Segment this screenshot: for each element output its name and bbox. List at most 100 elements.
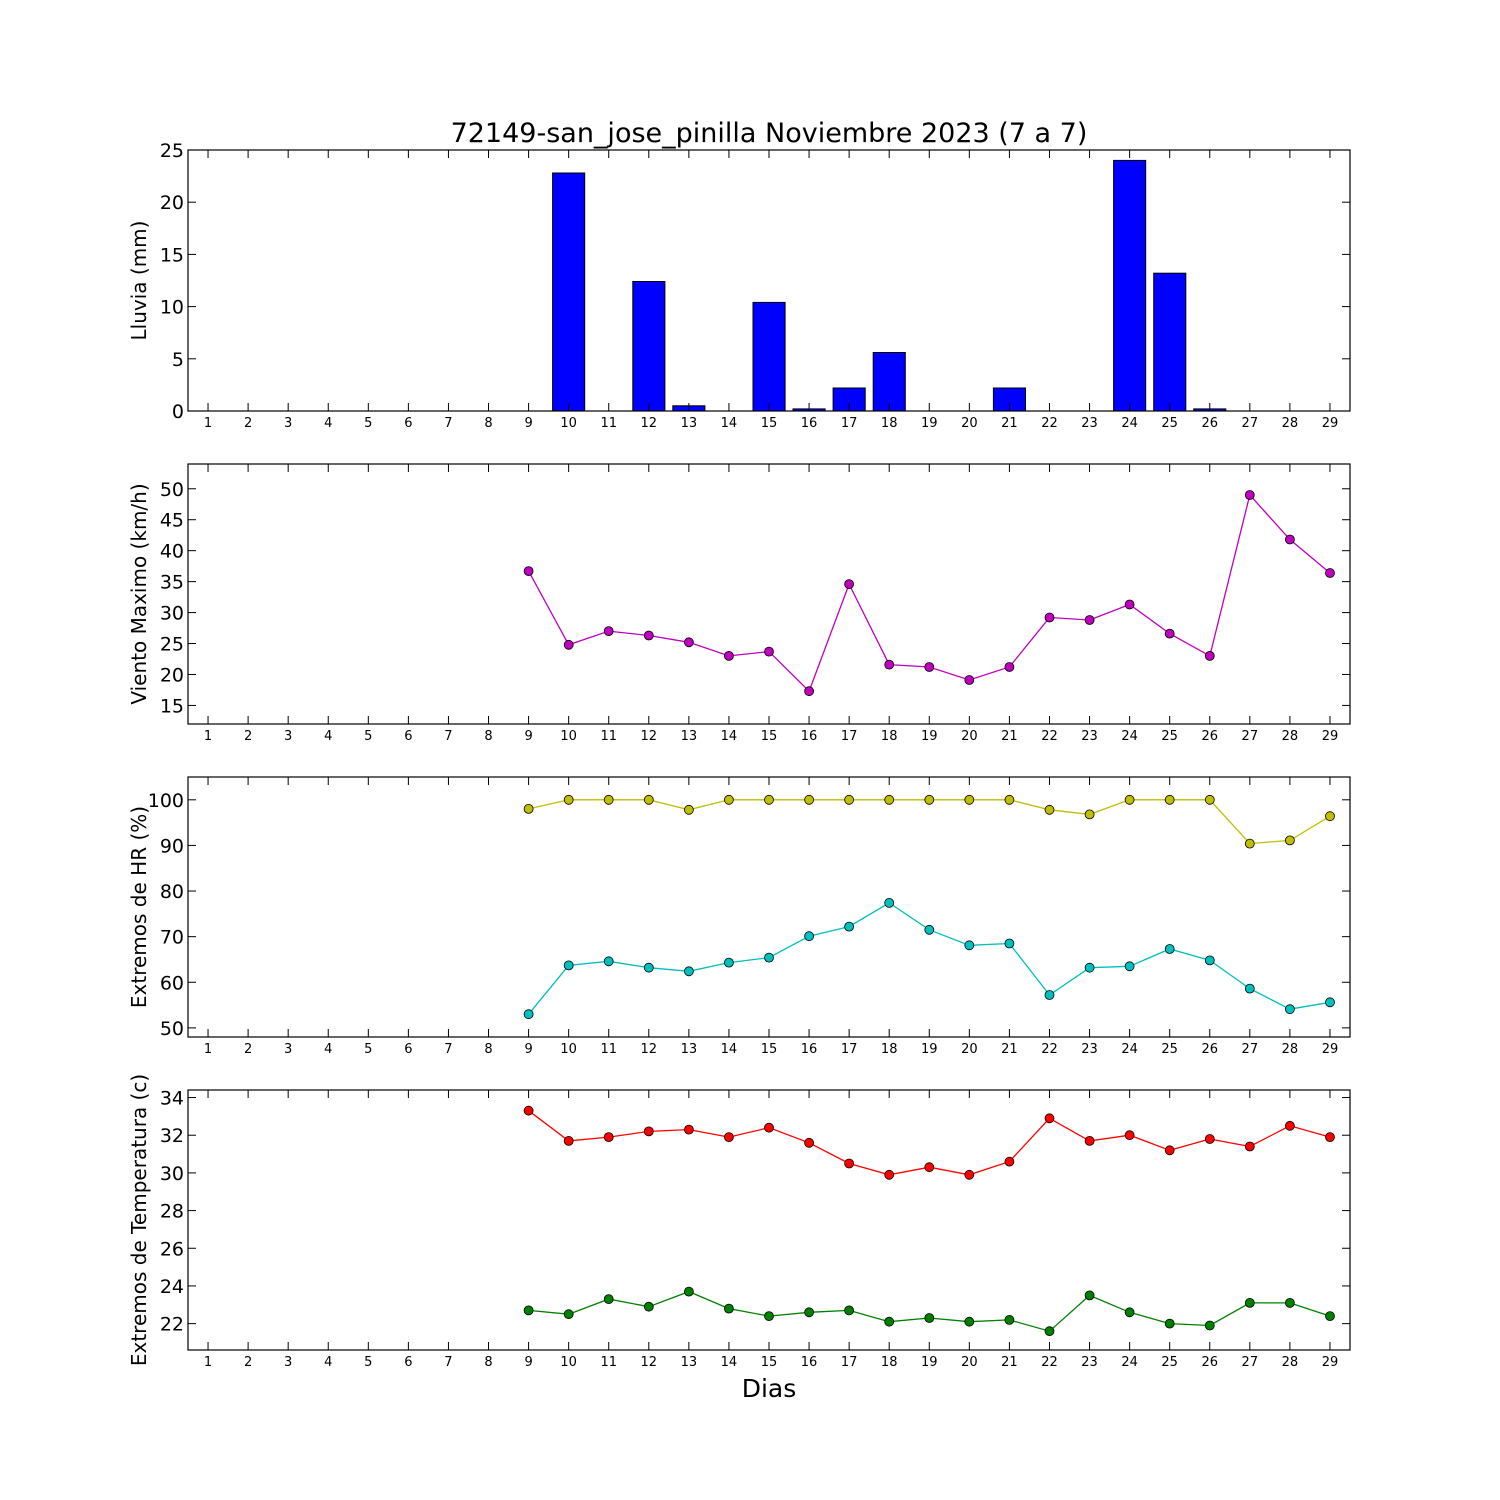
temperature-data-point	[523, 1105, 534, 1116]
wind-data-point	[1244, 490, 1255, 500]
temperature-data-point	[684, 1124, 694, 1135]
temperature-data-point	[764, 1122, 774, 1133]
humidity-x-tick-label: 16	[801, 1042, 818, 1057]
rain-bar	[632, 281, 666, 412]
humidity-x-tick-label: 12	[641, 1042, 658, 1057]
temperature-data-point	[1004, 1315, 1015, 1325]
temperature-y-tick-label: 28	[160, 1201, 184, 1223]
wind-x-tick-label: 21	[1001, 729, 1018, 744]
wind-x-tick-label: 16	[801, 729, 818, 744]
temperature-x-tick-label: 23	[1081, 1355, 1098, 1370]
wind-x-tick-label: 19	[921, 729, 938, 744]
temperature-data-point	[724, 1132, 734, 1142]
rain-x-tick-label: 20	[961, 416, 978, 431]
rain-x-tick-label: 15	[761, 416, 778, 431]
rain-x-tick-label: 10	[560, 416, 577, 431]
humidity-data-point	[804, 794, 814, 805]
wind-x-tick-label: 11	[600, 729, 617, 744]
wind-x-tick-label: 9	[524, 729, 532, 744]
rain-y-tick-label: 5	[172, 349, 184, 371]
wind-data-point	[804, 686, 814, 697]
wind-y-tick-label: 35	[160, 572, 184, 594]
wind-data-point	[1124, 599, 1135, 610]
temperature-x-tick-label: 28	[1282, 1355, 1299, 1370]
wind-x-tick-label: 15	[761, 729, 778, 744]
humidity-data-point	[1325, 811, 1335, 822]
temperature-x-tick-label: 6	[404, 1355, 412, 1370]
temperature-y-tick-label: 22	[160, 1314, 184, 1336]
wind-x-tick-label: 6	[404, 729, 412, 744]
humidity-data-point	[1164, 794, 1175, 805]
wind-axes-frame	[187, 463, 1351, 725]
humidity-x-tick-label: 27	[1242, 1042, 1259, 1057]
humidity-data-point	[684, 966, 694, 977]
wind-x-tick-label: 12	[641, 729, 658, 744]
humidity-data-point	[1244, 983, 1255, 994]
temperature-x-tick-label: 3	[284, 1355, 292, 1370]
rain-y-tick-label: 20	[160, 192, 184, 214]
wind-y-tick-label: 20	[160, 664, 184, 686]
rain-x-tick-label: 13	[681, 416, 698, 431]
humidity-data-point	[844, 794, 854, 805]
humidity-data-point	[603, 956, 614, 967]
humidity-x-tick-label: 22	[1041, 1042, 1058, 1057]
temperature-x-tick-label: 12	[641, 1355, 658, 1370]
humidity-data-point	[764, 952, 774, 963]
rain-x-tick-label: 3	[284, 416, 292, 431]
temperature-x-tick-label: 17	[841, 1355, 858, 1370]
temperature-data-point	[804, 1137, 814, 1148]
temperature-data-point	[1164, 1145, 1175, 1156]
humidity-data-point	[1204, 955, 1215, 966]
wind-x-tick-label: 10	[560, 729, 577, 744]
humidity-data-point	[964, 940, 975, 951]
rain-bar	[1113, 159, 1147, 412]
temperature-x-tick-label: 10	[560, 1355, 577, 1370]
wind-x-tick-label: 14	[721, 729, 738, 744]
temperature-data-point	[1285, 1120, 1295, 1131]
wind-y-tick-label: 45	[160, 510, 184, 532]
humidity-x-tick-label: 2	[244, 1042, 252, 1057]
wind-x-tick-label: 4	[324, 729, 332, 744]
humidity-data-point	[1124, 794, 1135, 805]
humidity-x-tick-label: 8	[484, 1042, 492, 1057]
wind-x-tick-label: 5	[364, 729, 372, 744]
rain-x-tick-label: 25	[1161, 416, 1178, 431]
temperature-x-tick-label: 25	[1161, 1355, 1178, 1370]
temperature-x-tick-label: 20	[961, 1355, 978, 1370]
wind-y-axis-label: Viento Maximo (km/h)	[127, 483, 151, 704]
wind-data-point	[1325, 568, 1335, 578]
temperature-data-point	[884, 1169, 895, 1180]
rain-bar	[552, 172, 586, 412]
temperature-data-point	[1124, 1130, 1135, 1141]
humidity-data-point	[844, 921, 854, 932]
wind-data-point	[924, 662, 935, 672]
humidity-data-point	[924, 924, 935, 935]
temperature-x-tick-label: 8	[484, 1355, 492, 1370]
wind-data-point	[964, 675, 975, 685]
wind-y-tick-label: 25	[160, 634, 184, 656]
humidity-x-tick-label: 3	[284, 1042, 292, 1057]
temperature-y-tick-label: 32	[160, 1125, 184, 1147]
rain-bar	[1153, 272, 1187, 412]
humidity-data-point	[1285, 835, 1295, 846]
humidity-data-point	[523, 804, 534, 814]
temperature-x-tick-label: 26	[1201, 1355, 1218, 1370]
temperature-x-tick-label: 14	[721, 1355, 738, 1370]
wind-x-tick-label: 28	[1282, 729, 1299, 744]
humidity-x-tick-label: 20	[961, 1042, 978, 1057]
wind-x-tick-label: 26	[1201, 729, 1218, 744]
rain-x-tick-label: 6	[404, 416, 412, 431]
humidity-x-tick-label: 28	[1282, 1042, 1299, 1057]
wind-data-point	[1164, 628, 1175, 639]
temperature-data-point	[1244, 1298, 1255, 1308]
rain-x-tick-label: 24	[1121, 416, 1138, 431]
humidity-x-tick-label: 5	[364, 1042, 372, 1057]
figure-title: 72149-san_jose_pinilla Noviembre 2023 (7…	[451, 118, 1088, 149]
temperature-x-tick-label: 24	[1121, 1355, 1138, 1370]
humidity-x-tick-label: 9	[524, 1042, 532, 1057]
humidity-x-tick-label: 25	[1161, 1042, 1178, 1057]
